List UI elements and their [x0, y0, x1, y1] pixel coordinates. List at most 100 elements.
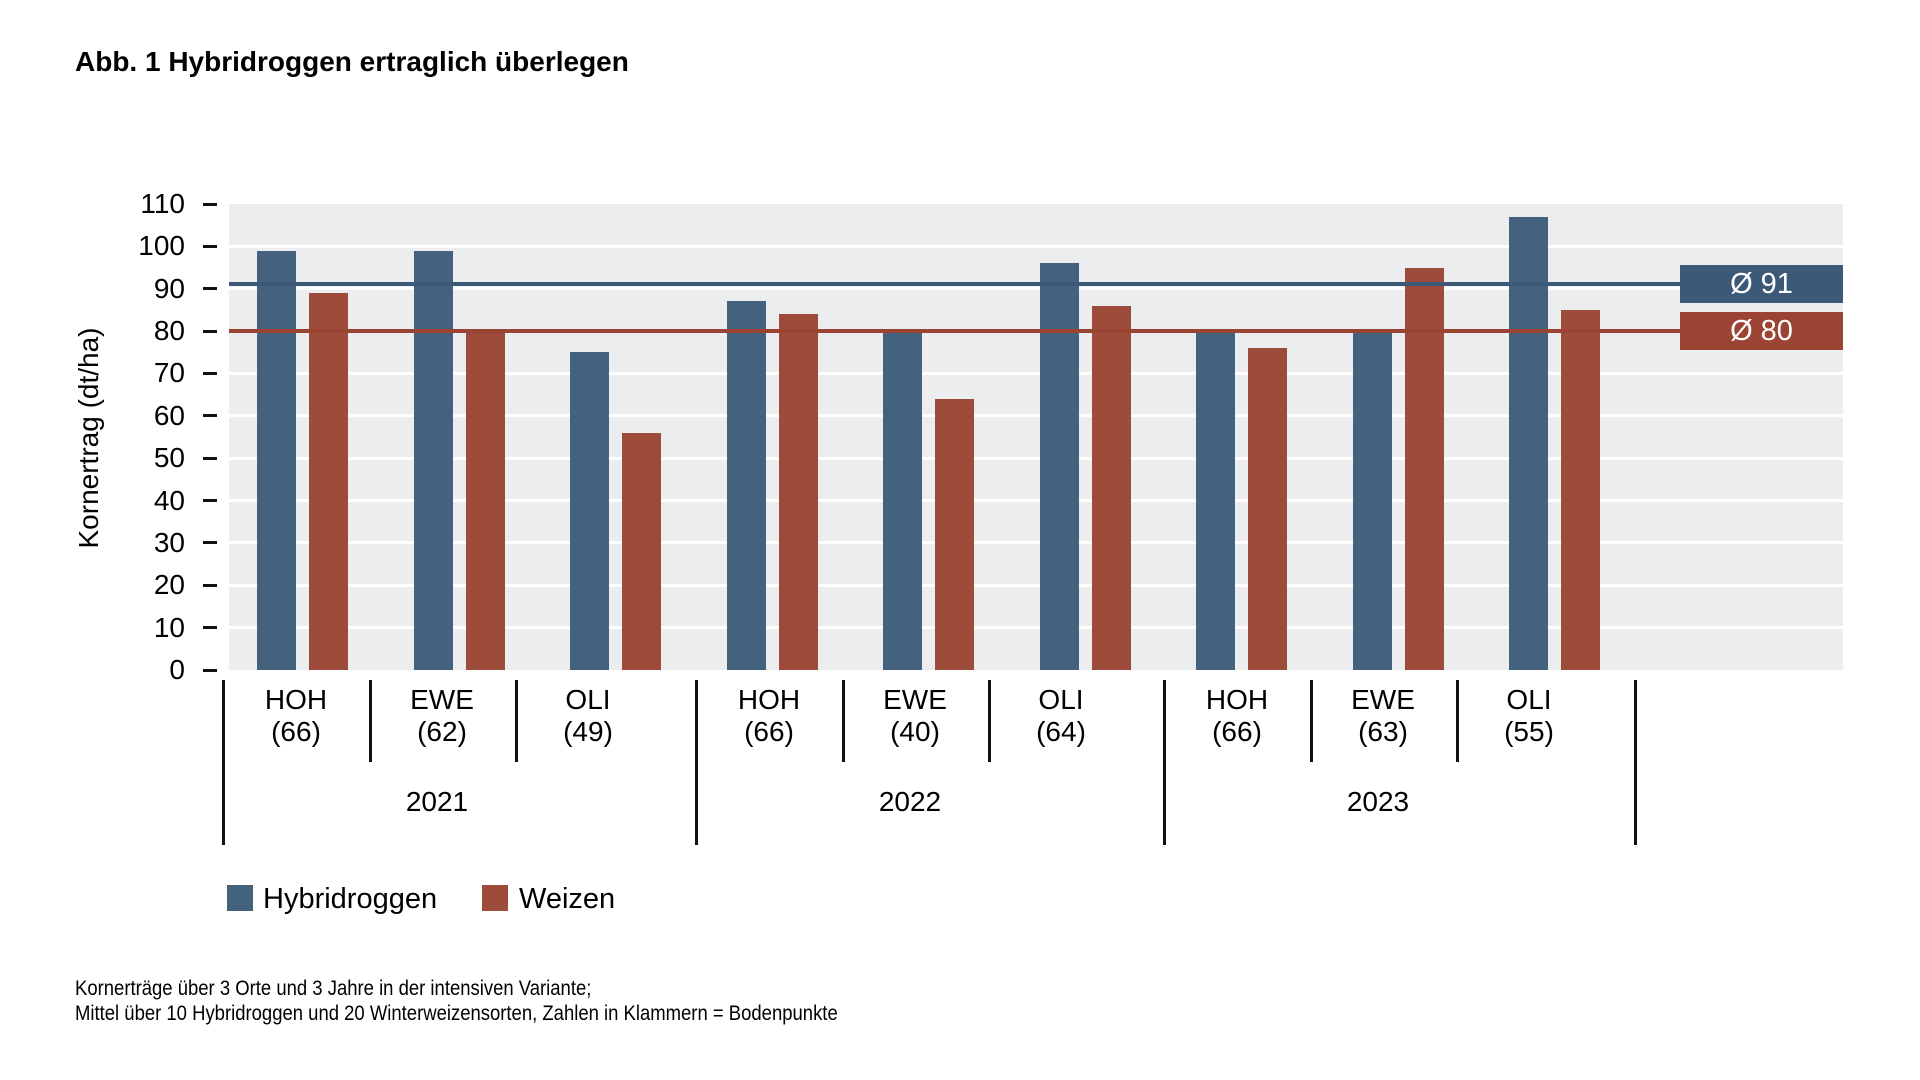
x-label-2023-OLI: OLI (55) [1444, 684, 1614, 748]
bar-hybridroggen-2022-OLI [1039, 263, 1079, 670]
site-name: EWE [410, 684, 474, 715]
y-tick [203, 202, 217, 206]
bar-weizen-2023-OLI [1561, 309, 1600, 670]
bar-weizen-2021-EWE [465, 331, 505, 670]
site-bodenpunkte: (55) [1504, 716, 1554, 747]
x-label-2022-EWE: EWE (40) [830, 684, 1000, 748]
footnote-line-1: Kornerträge über 3 Orte und 3 Jahre in d… [75, 977, 592, 1000]
year-separator [1163, 680, 1166, 845]
site-separator [988, 680, 991, 762]
y-tick [203, 541, 217, 545]
site-bodenpunkte: (66) [744, 716, 794, 747]
average-line-hybridroggen [229, 282, 1680, 287]
bar-weizen-2022-HOH [778, 314, 818, 670]
x-label-2022-HOH: HOH (66) [684, 684, 854, 748]
site-separator [515, 680, 518, 762]
legend-label-hybridroggen: Hybridroggen [263, 883, 438, 915]
site-name: OLI [1506, 684, 1552, 715]
bar-weizen-2021-OLI [622, 432, 661, 670]
average-badge-hybridroggen: Ø 91 [1680, 265, 1843, 304]
site-bodenpunkte: (62) [417, 716, 467, 747]
year-label-2022: 2022 [878, 786, 942, 817]
site-bodenpunkte: (64) [1036, 716, 1086, 747]
y-tick [203, 414, 217, 418]
y-tick-label: 80 [153, 315, 185, 347]
y-tick-label: 100 [138, 230, 185, 262]
y-tick [203, 287, 217, 291]
year-label-2021: 2021 [405, 786, 469, 817]
y-tick [203, 371, 217, 375]
bar-weizen-2022-OLI [1091, 305, 1131, 670]
y-tick [203, 668, 217, 672]
x-label-2023-HOH: HOH (66) [1152, 684, 1322, 748]
year-label-2023: 2023 [1346, 786, 1410, 817]
gridline [229, 244, 1843, 248]
y-tick-label: 20 [153, 569, 185, 601]
y-tick-label: 0 [169, 654, 185, 685]
bar-weizen-2021-HOH [309, 292, 348, 670]
y-tick-label: 30 [153, 526, 185, 558]
site-name: OLI [1038, 684, 1084, 715]
y-tick [203, 329, 217, 333]
y-tick [203, 499, 217, 503]
year-separator [1634, 680, 1637, 845]
bar-hybridroggen-2023-OLI [1509, 216, 1548, 670]
bar-hybridroggen-2021-HOH [257, 250, 296, 670]
bar-hybridroggen-2023-HOH [1196, 331, 1235, 670]
gridline [229, 456, 1843, 460]
site-bodenpunkte: (66) [1212, 716, 1262, 747]
y-tick [203, 456, 217, 460]
gridline [229, 626, 1843, 630]
legend-swatch-weizen [482, 885, 508, 911]
site-separator [369, 680, 372, 762]
x-label-2021-HOH: HOH (66) [211, 684, 381, 748]
y-tick-label: 90 [153, 272, 185, 304]
site-name: HOH [1205, 684, 1269, 715]
bar-hybridroggen-2023-EWE [1352, 331, 1392, 670]
legend-label-weizen: Weizen [519, 883, 616, 915]
gridline [229, 287, 1843, 291]
site-name: EWE [1351, 684, 1415, 715]
y-tick [203, 244, 217, 248]
site-bodenpunkte: (40) [890, 716, 940, 747]
figure-title: Abb. 1 Hybridroggen ertraglich überlegen [75, 46, 629, 77]
site-separator [1310, 680, 1313, 762]
bar-hybridroggen-2021-OLI [570, 352, 609, 670]
y-tick [203, 583, 217, 587]
x-label-2021-OLI: OLI (49) [503, 684, 673, 748]
bar-hybridroggen-2022-HOH [726, 301, 766, 670]
bar-hybridroggen-2021-EWE [413, 250, 453, 670]
site-name: EWE [883, 684, 947, 715]
site-bodenpunkte: (49) [563, 716, 613, 747]
year-separator [222, 680, 225, 845]
x-label-2022-OLI: OLI (64) [976, 684, 1146, 748]
site-bodenpunkte: (63) [1358, 716, 1408, 747]
year-separator [695, 680, 698, 845]
site-name: HOH [737, 684, 801, 715]
y-tick-label: 40 [153, 484, 185, 516]
average-line-weizen [229, 329, 1680, 334]
gridline [229, 541, 1843, 545]
bar-hybridroggen-2022-EWE [883, 331, 922, 670]
gridline [229, 583, 1843, 587]
site-separator [1456, 680, 1459, 762]
y-tick-label: 50 [153, 442, 185, 474]
y-tick-label: 60 [153, 399, 185, 431]
legend-swatch-hybridroggen [227, 885, 253, 911]
gridline [229, 371, 1843, 375]
site-separator [842, 680, 845, 762]
footnote: Kornerträge über 3 Orte und 3 Jahre in d… [75, 976, 838, 1026]
x-label-2023-EWE: EWE (63) [1298, 684, 1468, 748]
gridline [229, 499, 1843, 503]
y-tick-label: 70 [153, 357, 185, 389]
bar-weizen-2023-EWE [1404, 267, 1444, 670]
x-label-2021-EWE: EWE (62) [357, 684, 527, 748]
site-name: OLI [565, 684, 611, 715]
y-tick [203, 626, 217, 630]
bar-weizen-2023-HOH [1248, 348, 1287, 670]
average-badge-weizen: Ø 80 [1680, 312, 1843, 351]
site-name: HOH [264, 684, 328, 715]
site-bodenpunkte: (66) [271, 716, 321, 747]
plot-area: Ø 91 Ø 80 [229, 204, 1843, 670]
